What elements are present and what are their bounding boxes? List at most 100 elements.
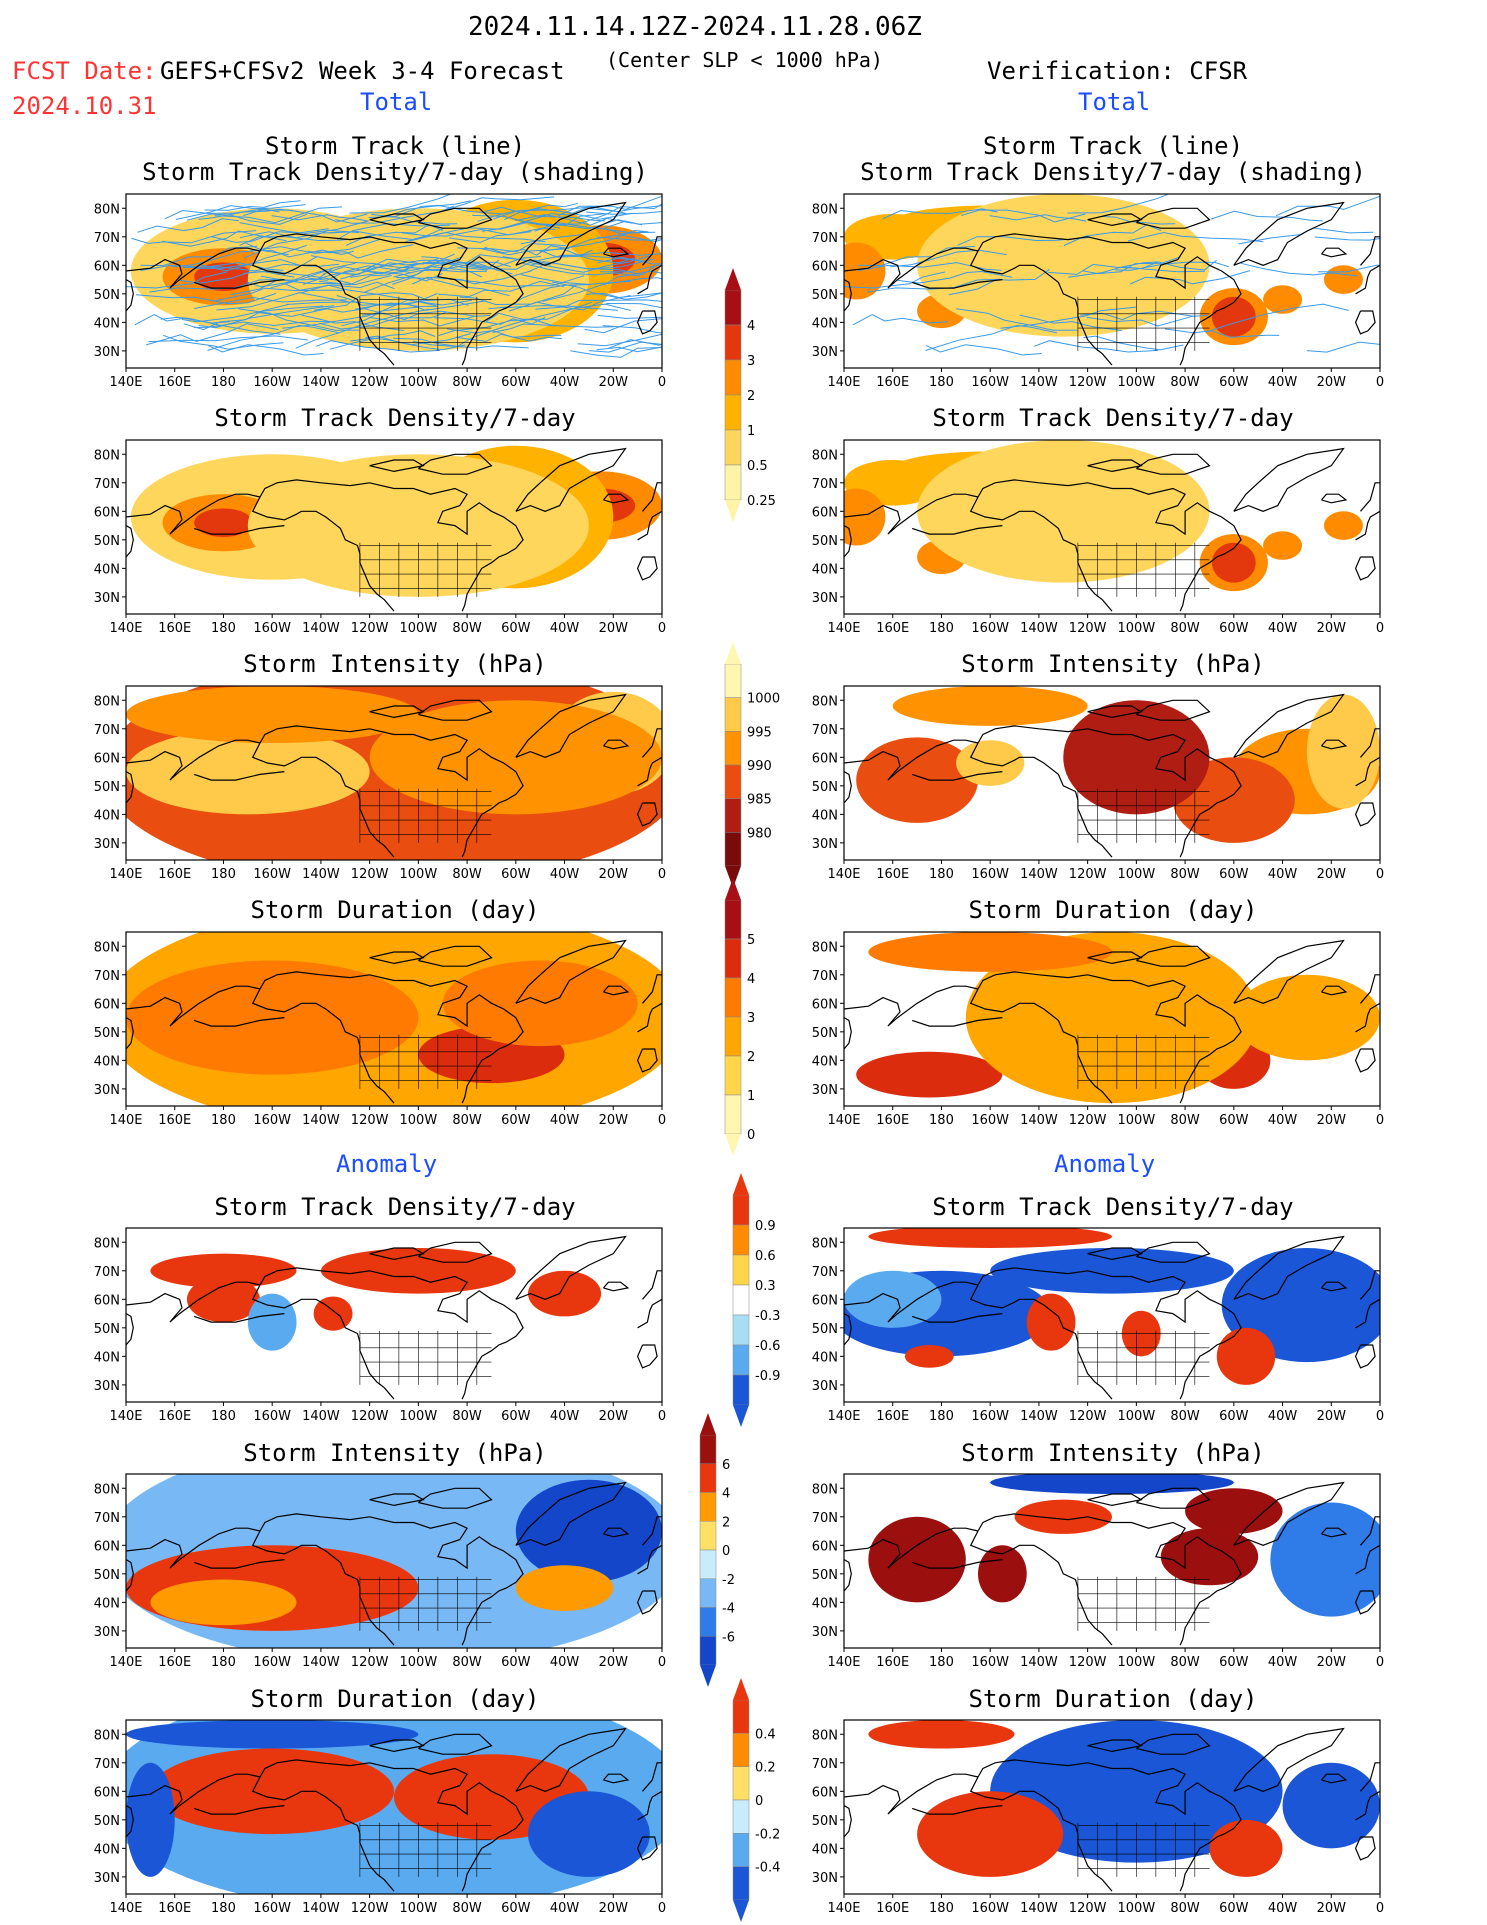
colorbar-swatch <box>724 429 742 466</box>
lat-tick-label: 60N <box>812 1539 838 1554</box>
coastline <box>977 479 1242 612</box>
lon-tick-label: 60W <box>1219 375 1249 390</box>
coastline <box>603 1281 630 1292</box>
coastline <box>637 756 662 787</box>
coastline <box>194 1313 285 1323</box>
colorbar-label: 6 <box>722 1458 730 1473</box>
coastline <box>369 1493 425 1507</box>
lat-tick-label: 80N <box>812 694 838 709</box>
storm-track-line <box>313 292 428 311</box>
map-frame <box>843 193 1381 369</box>
lon-tick-label: 160W <box>971 867 1009 882</box>
lon-tick-label: 0 <box>658 375 666 390</box>
panel-track-cfsr: 140E 160E 180 160W 140W 120W 100W 80W 60W 40W 20W 0… <box>812 193 1384 390</box>
coastline <box>1233 1727 1345 1792</box>
storm-track-line <box>858 262 1002 271</box>
period-title: 2024.11.14.12Z-2024.11.28.06Z <box>468 12 922 42</box>
coastline <box>418 453 493 475</box>
coastline <box>259 1267 524 1400</box>
lat-tick-label: 50N <box>94 1568 120 1583</box>
colorbar-swatch <box>724 731 742 766</box>
lon-tick-label: 20W <box>599 1409 629 1424</box>
coastline <box>194 771 285 781</box>
colorbar-swatch <box>724 697 742 732</box>
colorbar-swatch <box>732 1254 750 1286</box>
lat-tick-label: 30N <box>94 591 120 606</box>
coastline <box>126 247 261 312</box>
lon-tick-label: 160W <box>971 1901 1009 1916</box>
storm-track-line <box>446 328 562 338</box>
storm-track-line <box>148 335 308 343</box>
lon-tick-label: 0 <box>658 1655 666 1670</box>
lat-tick-label: 30N <box>812 591 838 606</box>
shading-cell <box>150 1748 394 1835</box>
storm-track-line <box>422 255 542 269</box>
lon-tick-label: 160E <box>158 1655 191 1670</box>
colorbar-label: 4 <box>747 319 755 334</box>
lon-tick-label: 120W <box>1069 621 1107 636</box>
storm-track-line <box>961 209 1086 223</box>
coastline <box>126 985 261 1050</box>
colorbar-swatch <box>699 1549 717 1579</box>
storm-track-line <box>925 344 1042 356</box>
coastline <box>603 739 630 750</box>
storm-track-line <box>492 323 615 333</box>
lon-tick-label: 140W <box>302 1655 340 1670</box>
panel-title: Storm Track Density/7-day <box>214 1193 576 1221</box>
colorbar-swatch <box>732 1314 750 1346</box>
storm-track-line <box>989 214 1087 222</box>
lat-tick-label: 50N <box>94 780 120 795</box>
lon-tick-label: 140W <box>302 1409 340 1424</box>
lat-tick-label: 40N <box>94 1596 120 1611</box>
lon-tick-label: 120W <box>1069 1901 1107 1916</box>
coastline <box>912 279 1003 289</box>
coastline <box>603 247 630 258</box>
storm-track-line <box>239 231 339 239</box>
coastline <box>1354 1048 1376 1073</box>
shading-cell <box>1209 1819 1283 1877</box>
colorbar-label: 2 <box>747 389 755 404</box>
colorbar-swatch <box>724 1094 742 1135</box>
panel-anom-density-forecast: 140E 160E 180 160W 140W 120W 100W 80W 60W 40W 20W 0… <box>94 1227 666 1424</box>
colorbar-arrow <box>725 500 741 522</box>
storm-track-line <box>858 245 976 267</box>
colorbar-swatch <box>699 1578 717 1608</box>
lat-tick-label: 30N <box>94 1871 120 1886</box>
storm-track-line <box>368 204 504 218</box>
coastline <box>636 1836 658 1861</box>
lon-tick-label: 180 <box>211 1655 236 1670</box>
lon-tick-label: 0 <box>1376 1901 1384 1916</box>
shading-cell <box>194 262 253 291</box>
coastline <box>1136 1487 1211 1509</box>
coastline <box>251 1530 395 1646</box>
lon-tick-label: 140W <box>1020 1409 1058 1424</box>
storm-track-line <box>485 301 593 323</box>
lon-tick-label: 0 <box>658 1901 666 1916</box>
lon-tick-label: 40W <box>550 375 580 390</box>
coastline <box>369 705 425 719</box>
coastline <box>969 1776 1113 1892</box>
map-frame <box>843 1227 1381 1403</box>
lon-tick-label: 40W <box>1268 1655 1298 1670</box>
map-frame <box>125 931 663 1107</box>
colorbar-label: 1000 <box>747 692 780 707</box>
storm-track-line <box>957 236 1091 246</box>
lat-tick-label: 30N <box>94 345 120 360</box>
storm-track-line <box>472 213 606 226</box>
coastline <box>1087 213 1143 227</box>
lat-tick-label: 80N <box>94 940 120 955</box>
lon-tick-label: 180 <box>929 1655 954 1670</box>
lon-tick-label: 0 <box>658 1409 666 1424</box>
lat-tick-label: 70N <box>812 723 838 738</box>
colorbar-label: 2 <box>747 1050 755 1065</box>
lat-tick-label: 70N <box>94 969 120 984</box>
lon-tick-label: 160E <box>876 621 909 636</box>
colorbar-label: -4 <box>722 1602 735 1617</box>
panel-intensity-forecast: 140E 160E 180 160W 140W 120W 100W 80W 60W 40W 20W 0… <box>94 685 666 882</box>
colorbar-density: 4 3 2 1 0.5 0.25 <box>724 268 776 522</box>
lon-tick-label: 120W <box>351 1409 389 1424</box>
storm-track-line <box>1205 303 1349 333</box>
coastline <box>1136 453 1211 475</box>
coastline <box>642 482 662 512</box>
coastline <box>1087 951 1143 965</box>
